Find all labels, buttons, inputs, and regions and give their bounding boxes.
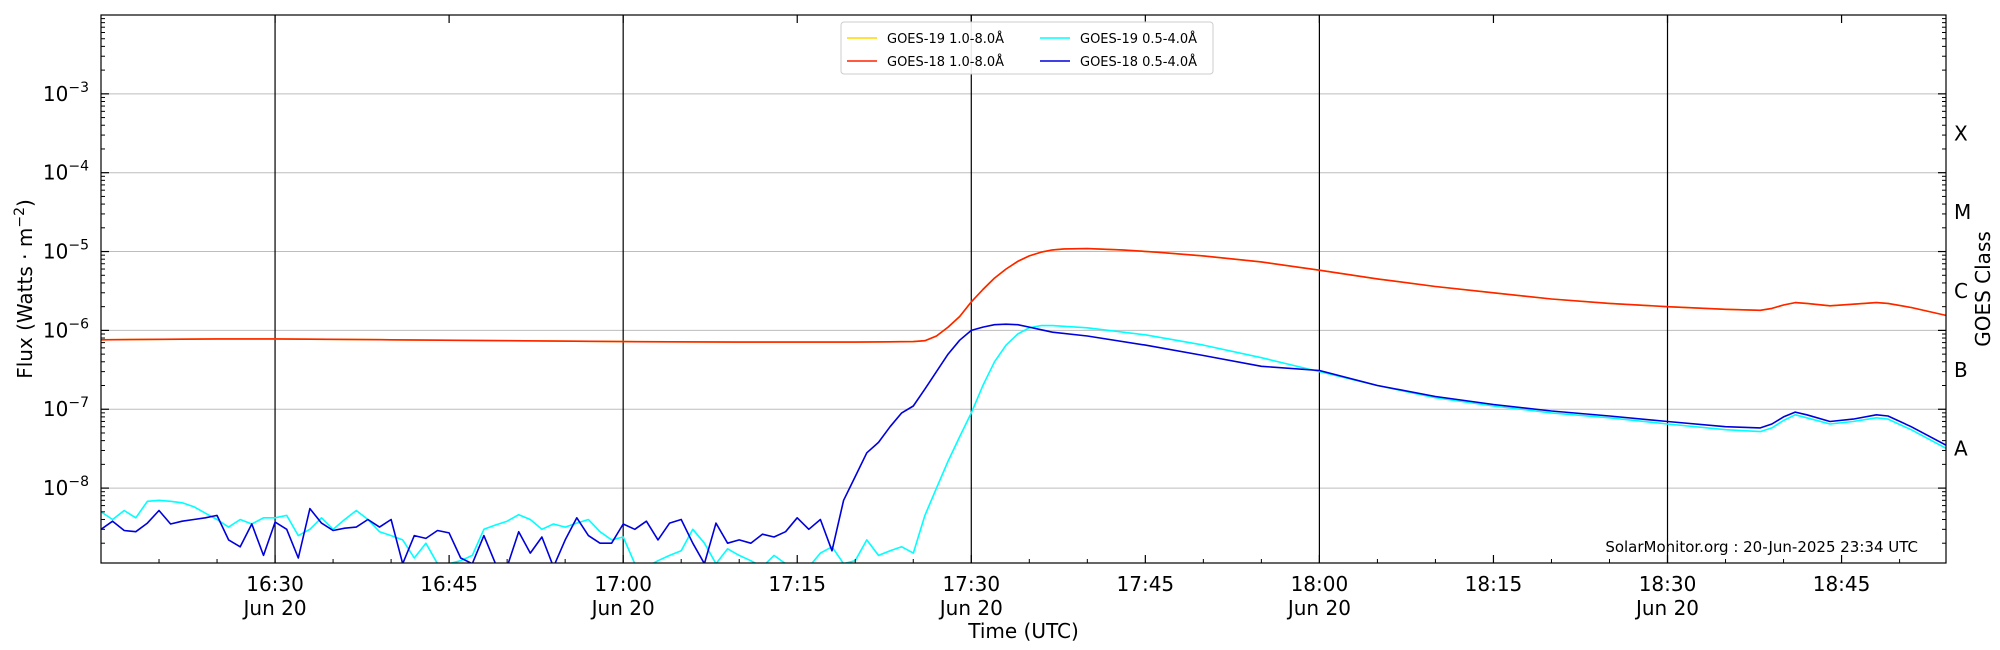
y-tick-exponent: −5: [68, 238, 89, 254]
x-tick-label: 17:15: [768, 572, 826, 596]
grid-lines: [101, 93, 1946, 489]
goes-class-m: M: [1954, 200, 1971, 224]
x-tick-label: 18:00: [1291, 572, 1349, 596]
legend: GOES-19 1.0-8.0Å GOES-18 1.0-8.0Å GOES-19 …: [840, 21, 1214, 75]
x-tick-label: 18:15: [1465, 572, 1523, 596]
x-tick-label: 17:30: [942, 572, 1000, 596]
x-tick-date-label: Jun 20: [242, 596, 307, 620]
x-tick-date-label: Jun 20: [1286, 596, 1351, 620]
x-tick-label: 16:30: [246, 572, 304, 596]
goes-class-x: X: [1954, 121, 1968, 145]
x-tick-date-label: Jun 20: [590, 596, 655, 620]
y-tick-label: 10−3: [43, 80, 89, 106]
y-tick-base: 10: [43, 318, 68, 342]
x-tick-label: 17:45: [1117, 572, 1175, 596]
x-tick-date-label: Jun 20: [1634, 596, 1699, 620]
y-tick-label: 10−7: [43, 395, 89, 421]
y-tick-exponent: −8: [68, 474, 89, 490]
series-line-1: [101, 247, 1946, 343]
y-tick-label: 10−6: [43, 316, 89, 342]
legend-entry: GOES-18 1.0-8.0Å: [887, 54, 1004, 70]
data-series: [101, 247, 1946, 563]
x-tick-label: 17:00: [594, 572, 652, 596]
series-line-3: [101, 324, 1946, 563]
x-tick-label: 18:30: [1639, 572, 1697, 596]
credit-text: SolarMonitor.org : 20-Jun-2025 23:34 UTC: [1605, 538, 1918, 556]
y-tick-base: 10: [43, 397, 68, 421]
legend-entry: GOES-19 0.5-4.0Å: [1080, 31, 1197, 47]
y-tick-exponent: −4: [68, 159, 89, 175]
legend-entry: GOES-19 1.0-8.0Å: [887, 31, 1004, 47]
y-axis-label-exponent: −2: [12, 207, 28, 228]
y-tick-exponent: −3: [68, 80, 89, 96]
y-axis-label: Flux (Watts · m−2): [12, 199, 37, 379]
goes-class-b: B: [1954, 358, 1968, 382]
x-tick-label: 18:45: [1813, 572, 1871, 596]
series-line-2: [101, 247, 1946, 343]
goes-class-labels: X M C B A: [1954, 121, 1971, 460]
x-tick-date-label: Jun 20: [938, 596, 1003, 620]
x-axis-label: Time (UTC): [967, 619, 1079, 643]
goes-class-a: A: [1954, 437, 1968, 461]
y-tick-exponent: −7: [68, 395, 89, 411]
y-tick-base: 10: [43, 240, 68, 264]
series-line-4: [101, 323, 1946, 563]
legend-box: [840, 21, 1214, 75]
goes-class-axis-label: GOES Class: [1971, 231, 1995, 347]
x-tick-label: 16:45: [420, 572, 478, 596]
y-tick-label: 10−4: [43, 159, 89, 185]
y-tick-exponent: −6: [68, 316, 89, 332]
y-tick-label: 10−8: [43, 474, 89, 500]
goes-class-c: C: [1954, 279, 1968, 303]
y-axis-ticks: 10−810−710−610−510−410−3: [43, 18, 1946, 544]
day-vertical-lines: [274, 15, 1669, 563]
y-tick-base: 10: [43, 161, 68, 185]
y-axis-label-close: ): [13, 199, 37, 207]
legend-entry: GOES-18 0.5-4.0Å: [1080, 54, 1197, 70]
y-axis-label-text: Flux (Watts · m: [13, 228, 37, 379]
y-tick-base: 10: [43, 82, 68, 106]
y-tick-label: 10−5: [43, 238, 89, 264]
plot-frame: [100, 14, 1947, 564]
y-tick-base: 10: [43, 476, 68, 500]
